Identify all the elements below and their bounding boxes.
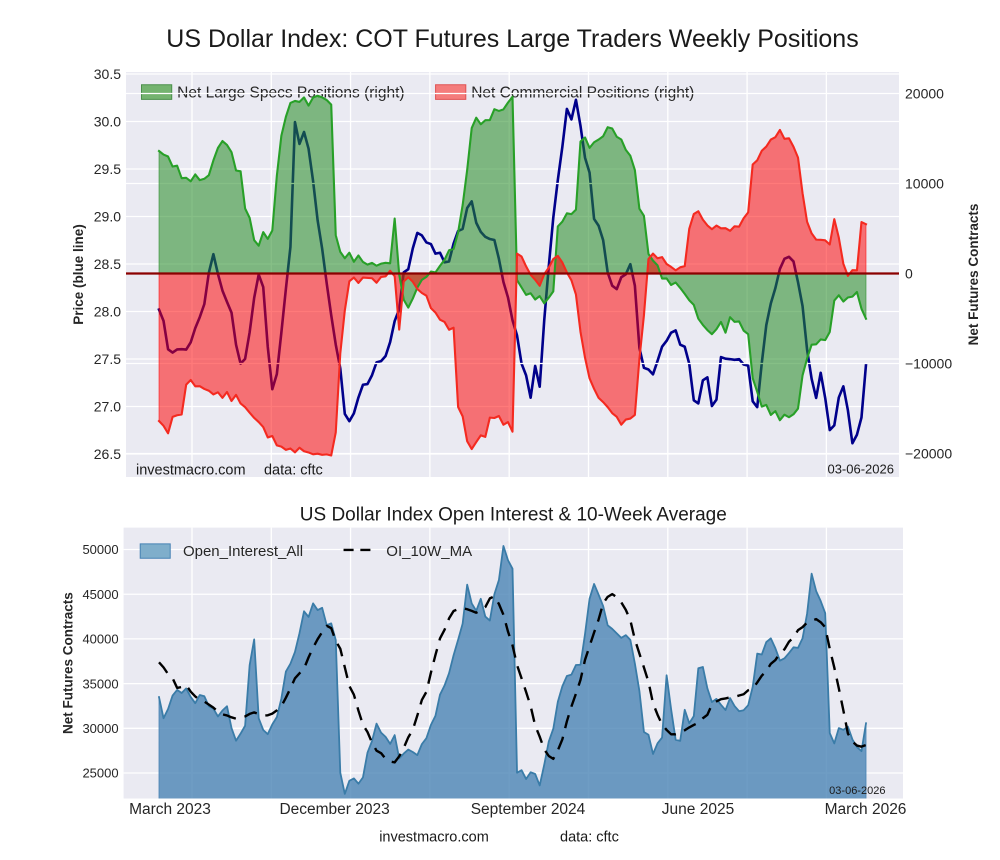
svg-text:28.5: 28.5	[94, 256, 121, 272]
svg-text:03-06-2026: 03-06-2026	[827, 461, 894, 476]
svg-text:20000: 20000	[905, 86, 944, 102]
svg-text:Net Futures Contracts: Net Futures Contracts	[966, 204, 981, 346]
svg-text:Net Futures Contracts: Net Futures Contracts	[61, 592, 76, 734]
svg-text:data: cftc: data: cftc	[560, 829, 619, 845]
svg-text:28.0: 28.0	[94, 304, 121, 320]
svg-text:Open_Interest_All: Open_Interest_All	[183, 543, 303, 560]
svg-text:40000: 40000	[82, 632, 118, 647]
svg-text:26.5: 26.5	[94, 446, 121, 462]
svg-text:27.5: 27.5	[94, 351, 121, 367]
svg-text:March 2023: March 2023	[129, 801, 211, 818]
svg-text:Price (blue line): Price (blue line)	[71, 224, 86, 325]
svg-text:−20000: −20000	[905, 446, 952, 462]
svg-text:US Dollar Index: COT Futures L: US Dollar Index: COT Futures Large Trade…	[166, 25, 858, 53]
svg-text:29.5: 29.5	[94, 161, 121, 177]
svg-text:September 2024: September 2024	[471, 801, 586, 818]
svg-text:investmacro.com: investmacro.com	[379, 829, 489, 845]
svg-text:29.0: 29.0	[94, 209, 121, 225]
svg-text:Net Large Specs Positions (rig: Net Large Specs Positions (right)	[177, 84, 404, 101]
svg-text:30000: 30000	[82, 721, 118, 736]
svg-text:50000: 50000	[82, 542, 118, 557]
svg-text:US Dollar Index Open Interest: US Dollar Index Open Interest & 10-Week …	[300, 505, 727, 526]
svg-text:March 2026: March 2026	[825, 801, 907, 818]
svg-text:Net Commercial Positions (righ: Net Commercial Positions (right)	[471, 84, 694, 101]
svg-text:25000: 25000	[82, 766, 118, 781]
svg-text:December 2023: December 2023	[279, 801, 389, 818]
svg-text:data: cftc: data: cftc	[264, 463, 323, 479]
svg-text:investmacro.com: investmacro.com	[136, 463, 246, 479]
svg-text:35000: 35000	[82, 676, 118, 691]
svg-text:10000: 10000	[905, 176, 944, 192]
svg-text:0: 0	[905, 266, 913, 282]
svg-text:45000: 45000	[82, 587, 118, 602]
svg-text:03-06-2026: 03-06-2026	[829, 785, 885, 797]
svg-text:27.0: 27.0	[94, 399, 121, 415]
svg-text:OI_10W_MA: OI_10W_MA	[386, 543, 472, 560]
svg-text:−10000: −10000	[905, 356, 952, 372]
svg-text:30.0: 30.0	[94, 114, 121, 130]
svg-text:June 2025: June 2025	[662, 801, 734, 818]
svg-text:30.5: 30.5	[94, 66, 121, 82]
